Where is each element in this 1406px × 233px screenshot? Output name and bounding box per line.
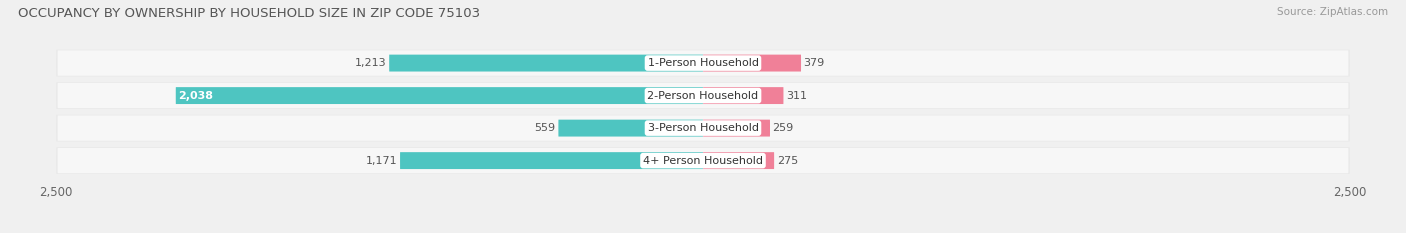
Text: 4+ Person Household: 4+ Person Household (643, 156, 763, 166)
FancyBboxPatch shape (703, 120, 770, 137)
Text: OCCUPANCY BY OWNERSHIP BY HOUSEHOLD SIZE IN ZIP CODE 75103: OCCUPANCY BY OWNERSHIP BY HOUSEHOLD SIZE… (18, 7, 481, 20)
Text: 379: 379 (804, 58, 825, 68)
Text: 2,038: 2,038 (177, 91, 212, 101)
Text: 3-Person Household: 3-Person Household (648, 123, 758, 133)
FancyBboxPatch shape (703, 55, 801, 72)
FancyBboxPatch shape (56, 115, 1350, 141)
FancyBboxPatch shape (703, 87, 783, 104)
Text: Source: ZipAtlas.com: Source: ZipAtlas.com (1277, 7, 1388, 17)
Text: 1,171: 1,171 (366, 156, 398, 166)
FancyBboxPatch shape (58, 50, 1348, 76)
FancyBboxPatch shape (58, 148, 1348, 173)
FancyBboxPatch shape (389, 55, 703, 72)
Text: 1-Person Household: 1-Person Household (648, 58, 758, 68)
Text: 1,213: 1,213 (354, 58, 387, 68)
FancyBboxPatch shape (56, 50, 1350, 76)
FancyBboxPatch shape (703, 152, 775, 169)
FancyBboxPatch shape (56, 82, 1350, 109)
FancyBboxPatch shape (56, 147, 1350, 174)
Text: 2-Person Household: 2-Person Household (647, 91, 759, 101)
FancyBboxPatch shape (176, 87, 703, 104)
Text: 311: 311 (786, 91, 807, 101)
Text: 559: 559 (534, 123, 555, 133)
FancyBboxPatch shape (58, 83, 1348, 108)
Text: 275: 275 (776, 156, 799, 166)
FancyBboxPatch shape (58, 115, 1348, 141)
FancyBboxPatch shape (401, 152, 703, 169)
Text: 259: 259 (772, 123, 794, 133)
FancyBboxPatch shape (558, 120, 703, 137)
